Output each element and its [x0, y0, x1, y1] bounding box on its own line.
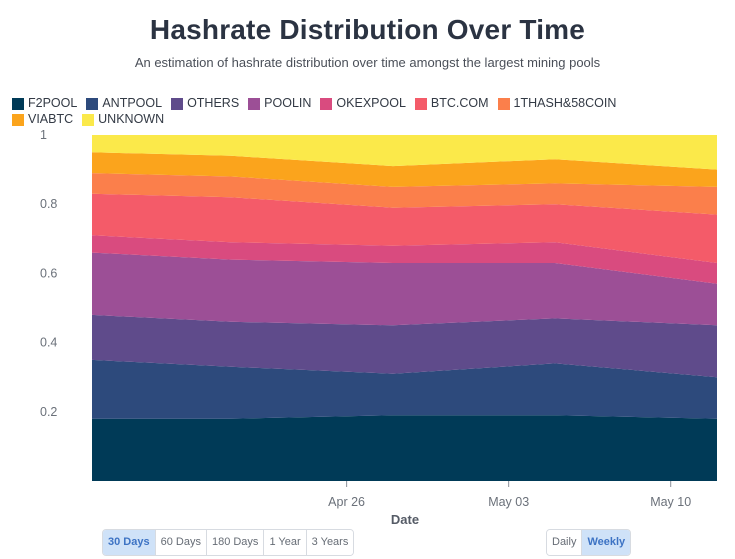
chart-legend: F2POOL ANTPOOL OTHERS POOLIN OKEXPOOL BTC.COM…: [12, 96, 662, 127]
legend-label: OTHERS: [187, 96, 240, 110]
x-axis-title: Date: [390, 512, 420, 527]
legend-swatch: [12, 97, 24, 110]
area-series-1thash-58coin[interactable]: [92, 173, 717, 215]
x-tick-label: Apr 26: [328, 495, 365, 509]
y-tick-label: 0.8: [40, 197, 57, 211]
frequency-weekly-button[interactable]: Weekly: [582, 530, 631, 555]
legend-swatch: [171, 97, 184, 110]
legend-swatch: [86, 97, 99, 110]
y-tick-label: 0.4: [40, 336, 57, 350]
y-tick-label: 0.2: [40, 405, 57, 419]
y-tick-label: 1: [40, 128, 47, 142]
legend-label: 1THASH&58COIN: [513, 96, 617, 110]
legend-item-antpool[interactable]: ANTPOOL: [86, 96, 162, 111]
x-tick-label: May 03: [488, 495, 529, 509]
area-series-poolin[interactable]: [92, 252, 717, 326]
chart-subtitle: An estimation of hashrate distribution o…: [134, 55, 601, 70]
area-series-unknown[interactable]: [92, 135, 717, 170]
legend-swatch: [414, 97, 427, 110]
range-180-days-button[interactable]: 180 Days: [206, 530, 265, 555]
legend-label: VIABTC: [28, 112, 74, 126]
range-3-years-button[interactable]: 3 Years: [306, 530, 354, 555]
legend-label: F2POOL: [28, 96, 78, 110]
legend-item-btc-com[interactable]: BTC.COM: [414, 96, 489, 111]
range-60-days-button[interactable]: 60 Days: [155, 530, 207, 555]
area-series-viabtc[interactable]: [92, 152, 717, 187]
legend-label: UNKNOWN: [98, 112, 165, 126]
area-series-btc-com[interactable]: [92, 193, 717, 263]
frequency-selector: Daily Weekly: [546, 529, 632, 556]
legend-label: ANTPOOL: [102, 96, 163, 110]
legend-label: OKEXPOOL: [336, 96, 406, 110]
area-series-others[interactable]: [92, 314, 717, 378]
chart-title: Hashrate Distribution Over Time: [149, 14, 586, 45]
legend-item-viabtc[interactable]: VIABTC: [12, 112, 73, 127]
area-series-f2pool[interactable]: [92, 415, 717, 481]
legend-swatch: [82, 113, 95, 126]
y-tick-label: 0.6: [40, 266, 57, 280]
legend-item-poolin[interactable]: POOLIN: [248, 96, 311, 111]
frequency-daily-button[interactable]: Daily: [547, 530, 583, 555]
area-series-antpool[interactable]: [92, 359, 717, 419]
legend-label: BTC.COM: [430, 96, 489, 110]
legend-item-unknown[interactable]: UNKNOWN: [82, 112, 164, 127]
range-1-year-button[interactable]: 1 Year: [264, 530, 307, 555]
range-30-days-button[interactable]: 30 Days: [103, 530, 156, 555]
time-range-selector: 30 Days 60 Days 180 Days 1 Year 3 Years: [102, 529, 355, 556]
legend-label: POOLIN: [264, 96, 312, 110]
legend-swatch: [12, 113, 24, 126]
legend-item-1thash-58coin[interactable]: 1THASH&58COIN: [497, 96, 617, 111]
x-tick-label: May 10: [650, 495, 691, 509]
stacked-area-chart: 0.2 0.4 0.6 0.8 1 Apr 26 May 03 May 10: [40, 128, 717, 509]
legend-swatch: [320, 97, 333, 110]
legend-swatch: [248, 97, 261, 110]
legend-swatch: [497, 97, 510, 110]
area-series-okexpool[interactable]: [92, 235, 717, 284]
legend-item-f2pool[interactable]: F2POOL: [12, 96, 77, 111]
legend-item-others[interactable]: OTHERS: [171, 96, 239, 111]
legend-item-okexpool[interactable]: OKEXPOOL: [320, 96, 406, 111]
